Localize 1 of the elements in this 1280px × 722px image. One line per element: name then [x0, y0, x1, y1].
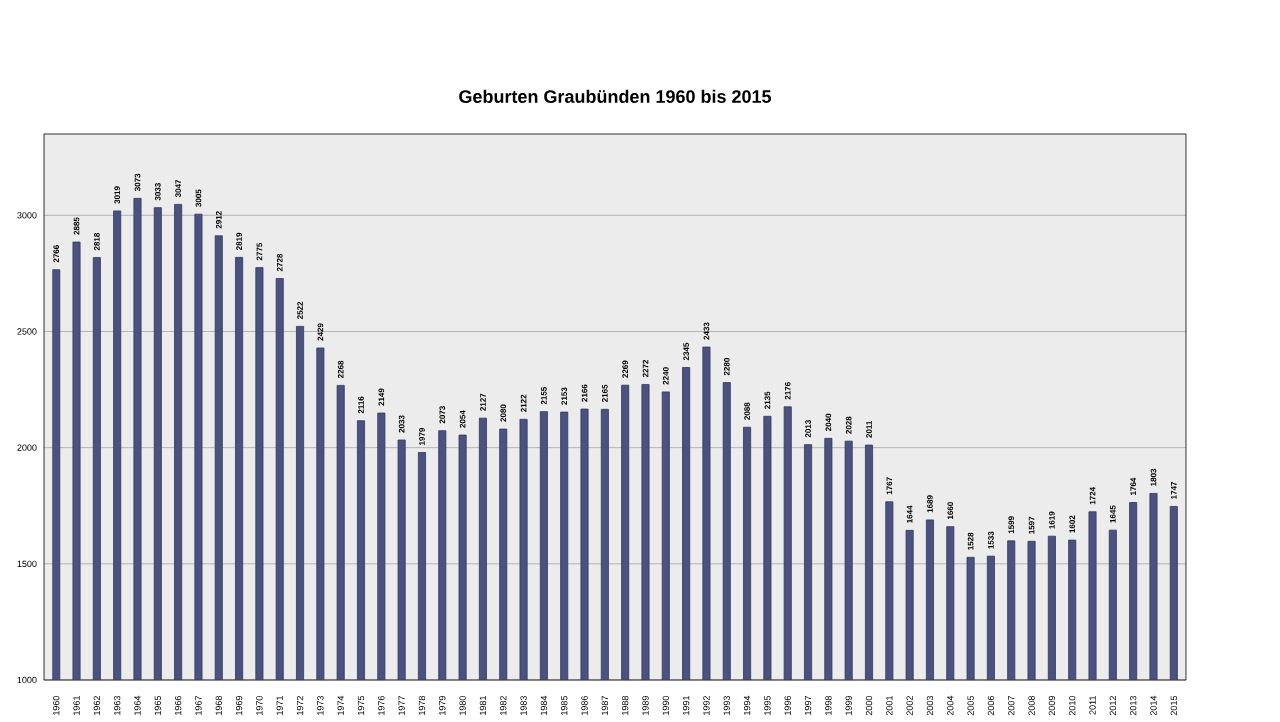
- chart-title: Geburten Graubünden 1960 bis 2015: [459, 89, 772, 103]
